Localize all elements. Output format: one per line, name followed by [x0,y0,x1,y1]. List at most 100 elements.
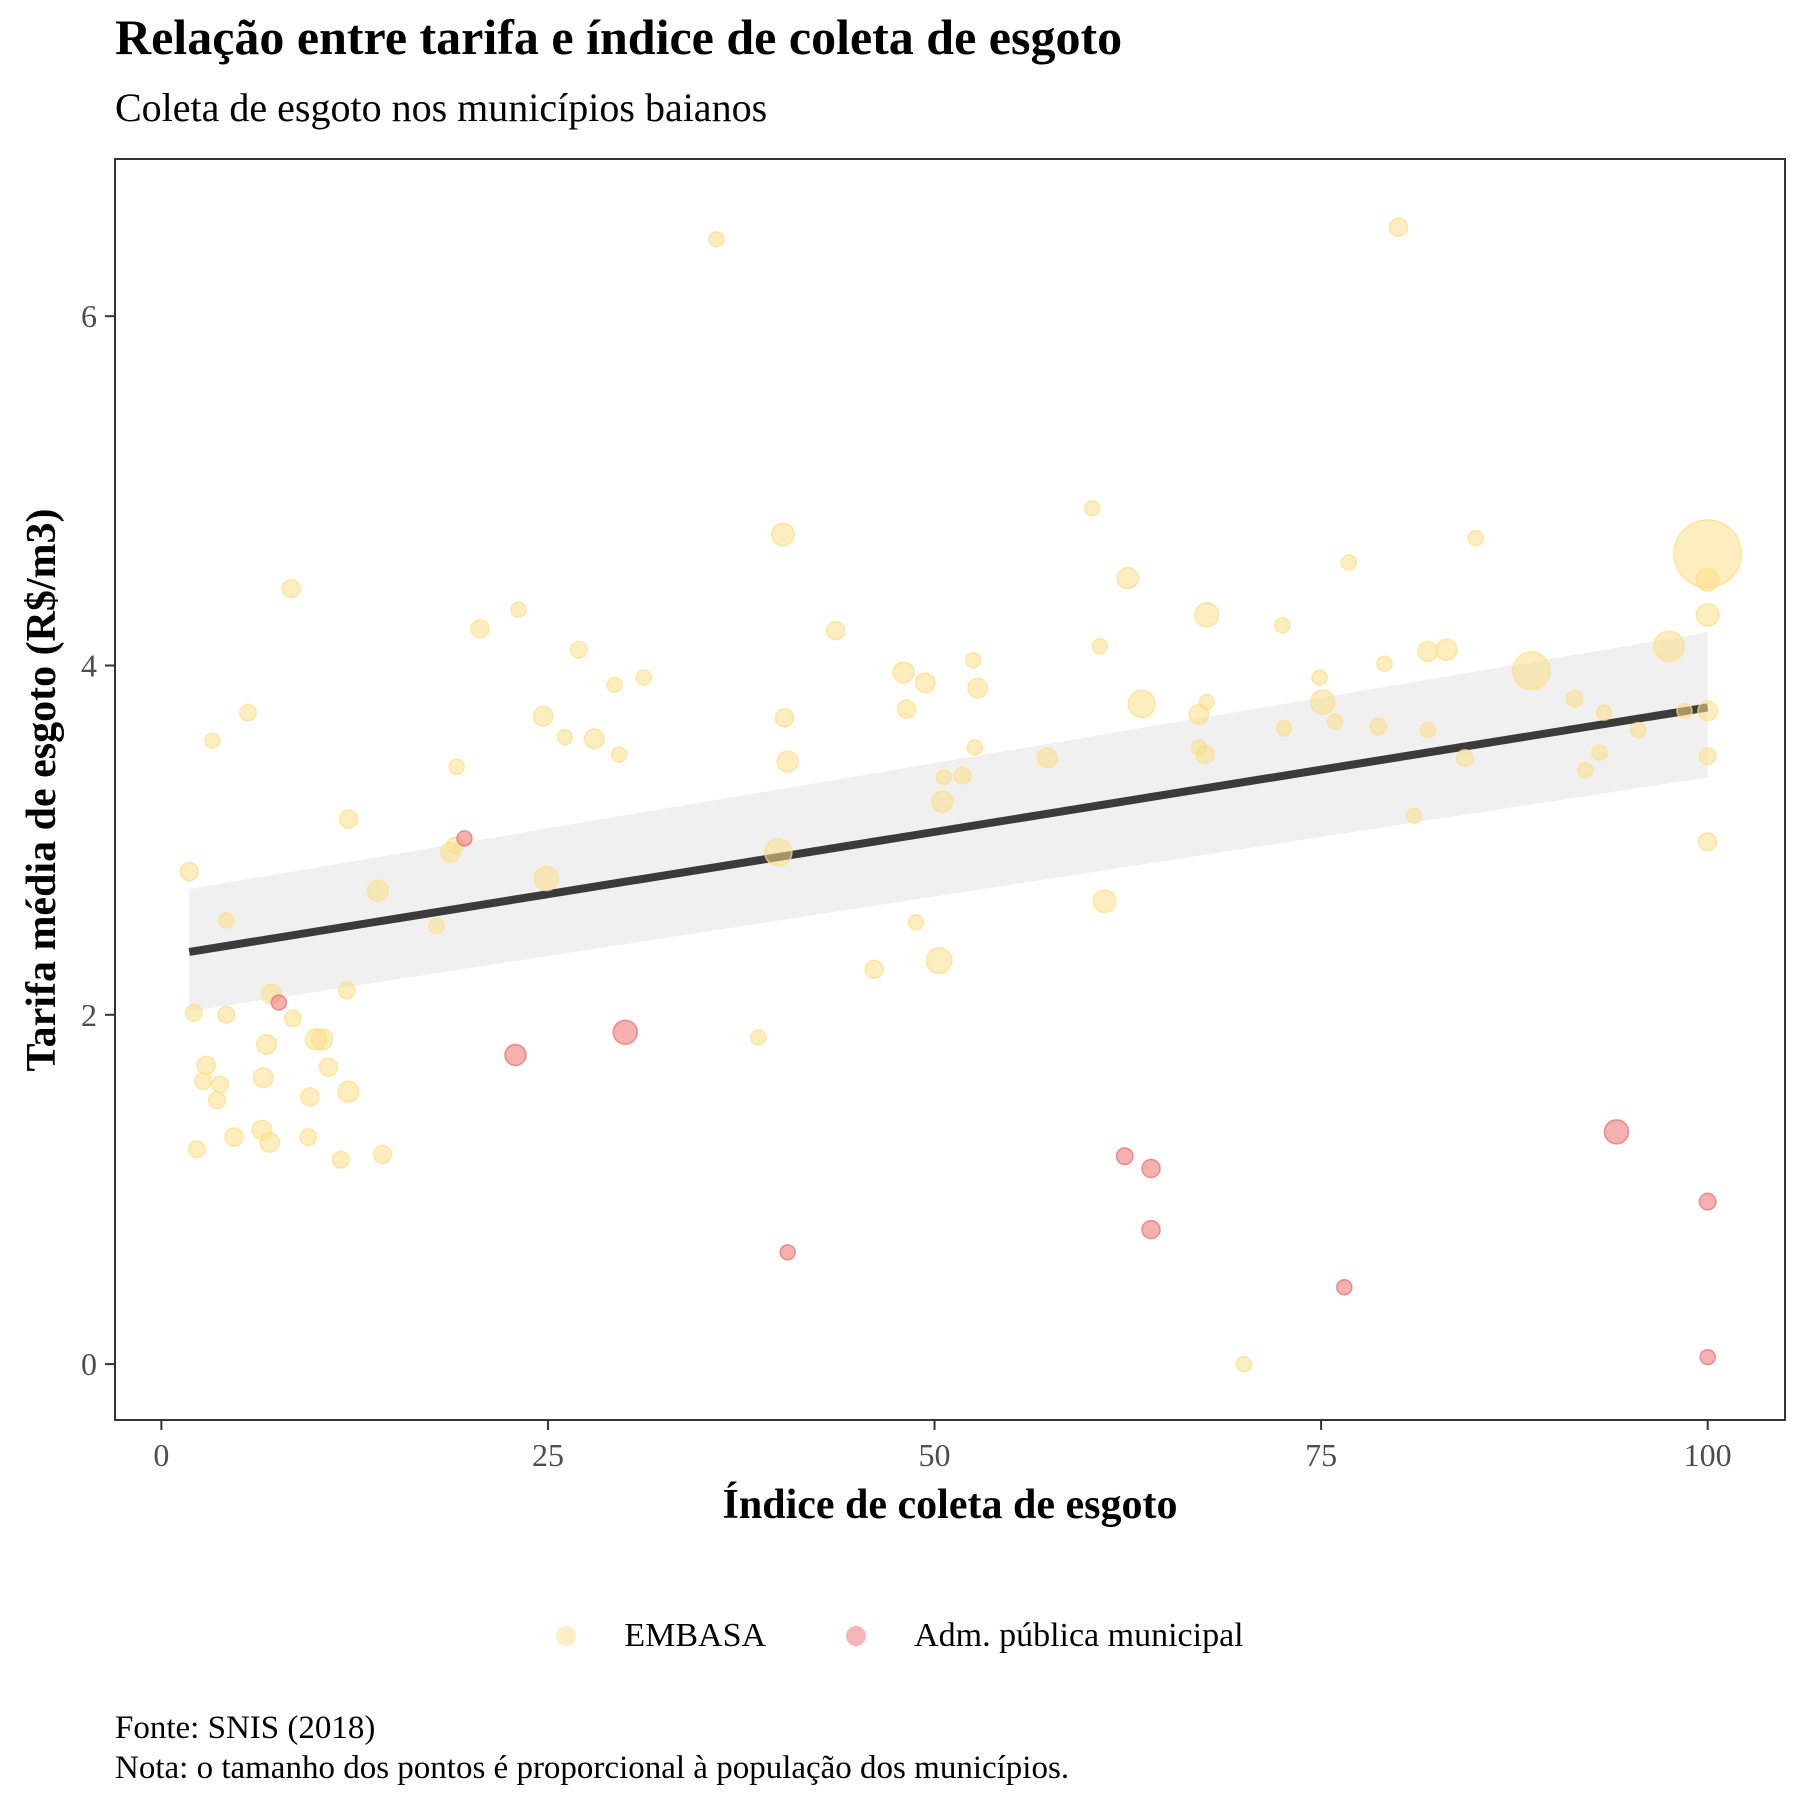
point-embasa [510,601,527,618]
point-embasa [533,865,560,892]
point-embasa [556,728,574,746]
point-embasa [1697,700,1719,722]
point-embasa [1595,704,1613,721]
point-embasa [1274,617,1291,634]
point-embasa [966,739,983,756]
legend-item-embasa: EMBASA [556,1617,766,1655]
point-embasa [470,619,490,639]
point-embasa [1388,217,1409,237]
point-embasa [1653,630,1685,663]
point-embasa [331,1150,350,1169]
point-embasa [1084,500,1101,517]
point-embasa [931,790,954,813]
point-embasa [1405,807,1423,824]
point-embasa [211,1075,230,1094]
point-embasa [1417,641,1439,663]
x-tick-label: 100 [1684,1437,1732,1473]
point-embasa [337,981,356,1000]
point-embasa [184,1004,203,1023]
point-embasa [1092,889,1117,914]
trend-line [188,703,1709,956]
point-embasa [771,522,795,547]
point-embasa [1467,529,1484,547]
caption-note: Nota: o tamanho dos pontos é proporciona… [115,1750,1070,1786]
point-embasa [1511,651,1551,691]
point-embasa [366,879,390,903]
point-embasa [337,1080,360,1103]
point-embasa [1036,747,1058,769]
point-embasa [1695,567,1720,592]
point-embasa [1340,554,1358,571]
point-adm-publica [504,1043,527,1067]
point-embasa [1091,638,1109,655]
point-embasa [1577,762,1594,779]
point-adm-publica [1141,1219,1161,1240]
legend-item-adm-publica: Adm. pública municipal [846,1617,1244,1655]
series-embasa [179,217,1743,1373]
chart-title: Relação entre tarifa e índice de coleta … [115,9,1123,65]
legend: EMBASA Adm. pública municipal [0,1608,1800,1664]
point-adm-publica [1336,1279,1353,1296]
point-adm-publica [270,994,288,1011]
point-embasa [259,1131,281,1153]
point-embasa [635,669,653,686]
point-embasa [907,913,925,931]
legend-key-adm-publica [846,1626,867,1646]
point-embasa [774,708,795,728]
point-embasa [440,841,462,863]
point-embasa [864,959,884,980]
point-embasa [256,1033,278,1055]
point-embasa [1695,602,1720,627]
point-adm-publica [1115,1147,1134,1166]
point-embasa [187,1140,206,1159]
point-embasa [217,1005,236,1024]
point-embasa [610,746,628,763]
point-adm-publica [456,830,473,847]
point-adm-publica [1699,1348,1716,1366]
point-adm-publica [612,1019,639,1046]
point-embasa [1193,602,1220,628]
point-embasa [764,838,793,867]
point-embasa [532,705,554,727]
point-embasa [1676,702,1693,720]
y-tick-label: 2 [81,997,97,1033]
point-adm-publica [1698,1192,1717,1211]
point-embasa [583,728,605,750]
point-embasa [914,672,936,694]
point-embasa [896,699,917,719]
point-embasa [964,652,982,669]
point-embasa [953,766,972,785]
point-embasa [1235,1355,1253,1373]
point-embasa [238,703,257,722]
point-embasa [750,1029,767,1046]
point-embasa [1275,720,1293,737]
point-embasa [1311,669,1328,686]
point-embasa [448,758,465,776]
point-embasa [208,1091,227,1110]
point-embasa [1697,832,1718,852]
point-embasa [1369,717,1388,736]
point-embasa [1629,721,1647,739]
point-embasa [825,620,846,641]
point-embasa [1565,689,1584,708]
y-tick-label: 0 [81,1346,97,1382]
y-tick-label: 6 [81,298,97,334]
point-embasa [708,231,725,248]
point-adm-publica [1603,1119,1630,1145]
point-embasa [892,661,915,684]
point-adm-publica [1141,1158,1161,1179]
point-embasa [252,1067,274,1089]
point-embasa [1326,713,1344,730]
point-embasa [1188,703,1210,725]
caption-source: Fonte: SNIS (2018) [115,1710,376,1746]
x-tick-label: 25 [532,1437,564,1473]
caption: Fonte: SNIS (2018) Nota: o tamanho dos p… [115,1708,1069,1788]
point-embasa [1698,747,1717,766]
point-embasa [338,809,359,829]
x-tick-label: 0 [153,1437,169,1473]
point-embasa [196,1055,216,1076]
y-tick-label: 4 [81,647,97,683]
point-embasa [1127,689,1156,719]
point-embasa [1195,744,1215,765]
plot-panel [114,158,1786,1421]
